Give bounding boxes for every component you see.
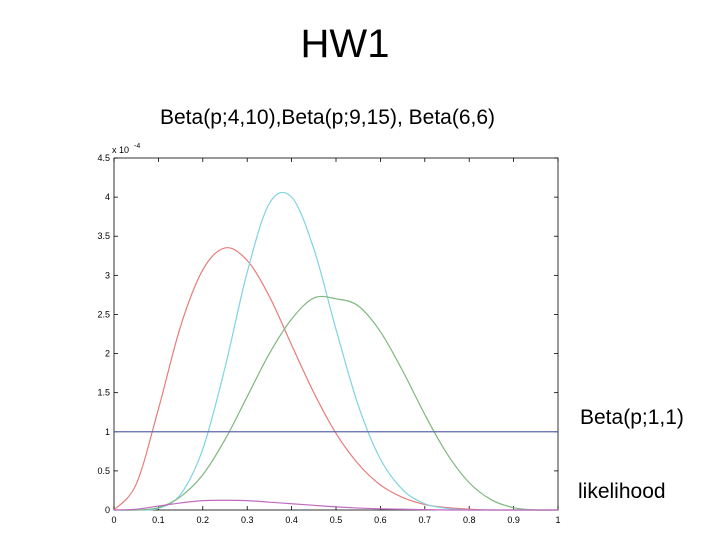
x-tick-label: 0.3 [241,515,254,525]
axes: 0 0.1 0.2 0.3 0.4 0.5 0.6 0.7 0.8 0.9 1 0 0.5 1 1.5 2 2.… [97,153,560,525]
y-scale-exponent: -4 [134,143,140,150]
x-tick-label: 0.2 [197,515,210,525]
plot-frame [113,157,559,511]
series-line-2 [113,295,559,511]
y-tick-label: 1.5 [97,388,110,398]
x-tick-label: 0.1 [152,515,165,525]
y-tick-label: 3 [105,270,110,280]
series-line-4 [113,499,558,511]
x-tick-label: 0.9 [507,515,520,525]
likelihood-annotation: likelihood [578,480,666,503]
x-tick-label: 1 [555,515,560,525]
slide-subtitle: Beta(p;4,10),Beta(p;9,15), Beta(6,6) [160,106,496,129]
series-lines [113,191,559,511]
y-tick-label: 0 [105,505,110,515]
y-tick-label: 1 [105,427,110,437]
prior-annotation: Beta(p;1,1) [580,406,684,429]
y-tick-label: 2.5 [97,309,110,319]
y-tick-label: 4 [105,192,110,202]
slide-title: HW1 [300,22,390,66]
x-tick-label: 0.4 [285,515,298,525]
x-tick-label: 0 [111,515,116,525]
y-tick-label: 4.5 [97,153,110,163]
x-tick-label: 0.7 [419,515,432,525]
x-tick-label: 0.6 [374,515,387,525]
x-tick-label: 0.8 [463,515,476,525]
x-tick-label: 0.5 [330,515,343,525]
y-tick-label: 0.5 [97,466,110,476]
y-scale-multiplier: x 10 [112,145,129,155]
y-tick-label: 3.5 [97,231,110,241]
series-line-0 [113,247,558,511]
series-line-1 [113,191,558,511]
y-tick-label: 2 [105,349,110,359]
